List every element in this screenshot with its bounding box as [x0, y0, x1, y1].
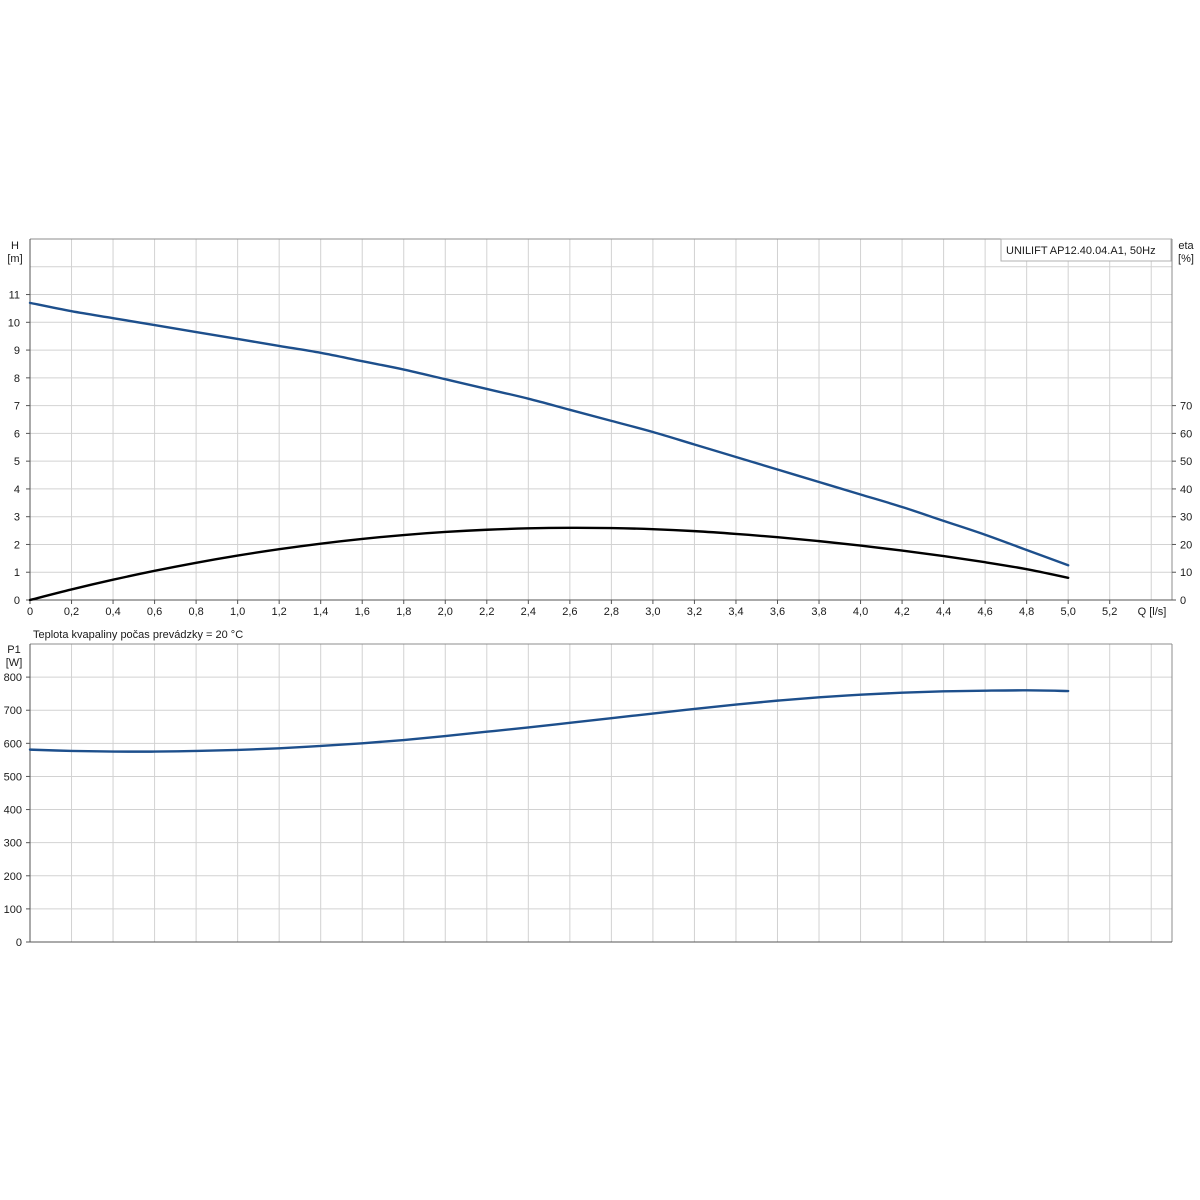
p1-tick-label: 100 [4, 904, 22, 916]
h-tick-label: 4 [14, 484, 20, 496]
x-tick-label: 4,4 [936, 606, 951, 618]
h-tick-label: 1 [14, 567, 20, 579]
x-tick-label: 1,0 [230, 606, 245, 618]
x-tick-label: 1,4 [313, 606, 328, 618]
head-axis-title-line1: H [11, 240, 19, 252]
h-tick-label: 7 [14, 401, 20, 413]
x-tick-label: 0,8 [188, 606, 203, 618]
x-tick-label: 3,2 [687, 606, 702, 618]
curves [28, 301, 1070, 753]
power-axis-title-line1: P1 [7, 644, 20, 656]
x-tick-label: 2,8 [604, 606, 619, 618]
x-tick-label: 2,4 [521, 606, 536, 618]
head-axis-title-line2: [m] [7, 253, 22, 265]
bottom-panel-tick-labels: 0 100 200 300 400 500 600 700 800 [4, 672, 30, 949]
p1-tick-label: 800 [4, 672, 22, 684]
eta-tick-label: 10 [1180, 567, 1192, 579]
eta-axis-title-line1: eta [1178, 240, 1194, 252]
x-tick-label: 1,2 [272, 606, 287, 618]
p1-tick-label: 200 [4, 871, 22, 883]
p1-tick-label: 700 [4, 705, 22, 717]
p1-tick-label: 500 [4, 771, 22, 783]
power-axis-title-line2: [W] [6, 657, 23, 669]
h-tick-label: 5 [14, 456, 20, 468]
p1-tick-label: 400 [4, 805, 22, 817]
legend-text: UNILIFT AP12.40.04.A1, 50Hz [1006, 245, 1156, 257]
eta-curve [28, 526, 1070, 602]
x-tick-label: 3,0 [645, 606, 660, 618]
eta-tick-label: 20 [1180, 539, 1192, 551]
h-tick-label: 10 [8, 317, 20, 329]
h-tick-label: 11 [9, 290, 20, 302]
x-tick-label: 4,2 [894, 606, 909, 618]
top-panel-grid [29, 238, 1173, 601]
eta-tick-label: 0 [1180, 595, 1186, 607]
h-tick-label: 8 [14, 373, 20, 385]
x-tick-label: 1,6 [355, 606, 370, 618]
top-panel-tick-labels: 0 0,2 0,4 0,6 0,8 1,0 1,2 1,4 1,6 1,8 2,0 2,2 2,4 2,6… [8, 290, 1193, 618]
eta-axis-title-line2: [%] [1178, 253, 1194, 265]
eta-tick-label: 30 [1180, 512, 1192, 524]
x-tick-label: 3,4 [728, 606, 743, 618]
x-tick-label: 0,2 [64, 606, 79, 618]
flow-axis-title: Q [l/s] [1138, 606, 1167, 618]
x-tick-label: 0,6 [147, 606, 162, 618]
h-tick-label: 6 [14, 428, 20, 440]
bottom-panel-grid [29, 643, 1173, 943]
x-tick-label: 3,8 [811, 606, 826, 618]
legend-box [1000, 238, 1172, 262]
x-tick-label: 4,6 [977, 606, 992, 618]
x-tick-label: 2,0 [438, 606, 453, 618]
p1-tick-label: 300 [4, 838, 22, 850]
x-tick-label: 3,6 [770, 606, 785, 618]
head-curve [28, 301, 1070, 567]
eta-tick-label: 70 [1180, 401, 1192, 413]
power-curve [28, 689, 1070, 753]
eta-tick-label: 50 [1180, 456, 1192, 468]
x-tick-label: 4,8 [1019, 606, 1034, 618]
eta-tick-label: 60 [1180, 428, 1192, 440]
x-tick-label: 0,4 [105, 606, 120, 618]
p1-tick-label: 0 [16, 937, 22, 949]
h-tick-label: 3 [14, 512, 20, 524]
x-tick-label: 1,8 [396, 606, 411, 618]
eta-tick-label: 40 [1180, 484, 1192, 496]
x-tick-label: 2,2 [479, 606, 494, 618]
h-tick-label: 0 [14, 595, 20, 607]
h-tick-label: 2 [14, 539, 20, 551]
x-tick-label: 4,0 [853, 606, 868, 618]
p1-tick-label: 600 [4, 738, 22, 750]
x-tick-label: 0 [27, 606, 33, 618]
x-tick-label: 5,2 [1102, 606, 1117, 618]
x-tick-label: 2,6 [562, 606, 577, 618]
temperature-note: Teplota kvapaliny počas prevádzky = 20 °… [33, 629, 243, 641]
h-tick-label: 9 [14, 345, 20, 357]
x-tick-label: 5,0 [1061, 606, 1076, 618]
